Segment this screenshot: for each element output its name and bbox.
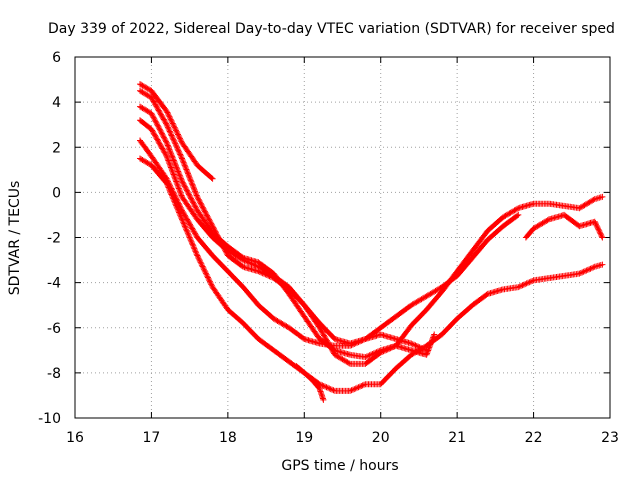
series-satellite-track-3: [137, 103, 438, 361]
x-tick-label: 20: [372, 430, 390, 446]
x-axis-label: GPS time / hours: [281, 458, 398, 474]
grid: [75, 57, 610, 418]
y-tick-label: 6: [52, 50, 61, 66]
series-satellite-track-4: [137, 117, 606, 367]
y-tick-label: -10: [38, 411, 61, 427]
series-markers: [137, 103, 438, 361]
y-tick-label: 4: [52, 95, 61, 111]
series-layer: [137, 81, 606, 403]
x-tick-label: 18: [219, 430, 237, 446]
x-tick-label: 23: [601, 430, 619, 446]
y-tick-label: -8: [47, 366, 61, 382]
chart-title: Day 339 of 2022, Sidereal Day-to-day VTE…: [48, 21, 615, 37]
y-tick-label: -2: [47, 231, 61, 247]
y-tick-label: -6: [47, 321, 61, 337]
y-tick-label: 2: [52, 140, 61, 156]
series-markers: [293, 363, 327, 403]
series-markers: [522, 211, 606, 241]
series-satellite-track-8: [522, 211, 606, 241]
x-tick-label: 22: [525, 430, 543, 446]
x-tick-label: 16: [66, 430, 84, 446]
axis-ticks: 16 17 18 19 20 21 22 23 -10 -8 -6 -4 -2 0 2 4 6: [38, 50, 619, 446]
series-markers: [137, 117, 606, 367]
y-tick-label: 0: [52, 185, 61, 201]
x-tick-label: 19: [295, 430, 313, 446]
x-tick-label: 21: [448, 430, 466, 446]
y-axis-label: SDTVAR / TECUs: [7, 181, 23, 296]
x-tick-label: 17: [143, 430, 161, 446]
y-tick-label: -4: [47, 276, 61, 292]
series-markers: [137, 81, 216, 182]
series-satellite-track-1: [137, 81, 216, 182]
series-satellite-track-7: [293, 363, 327, 403]
